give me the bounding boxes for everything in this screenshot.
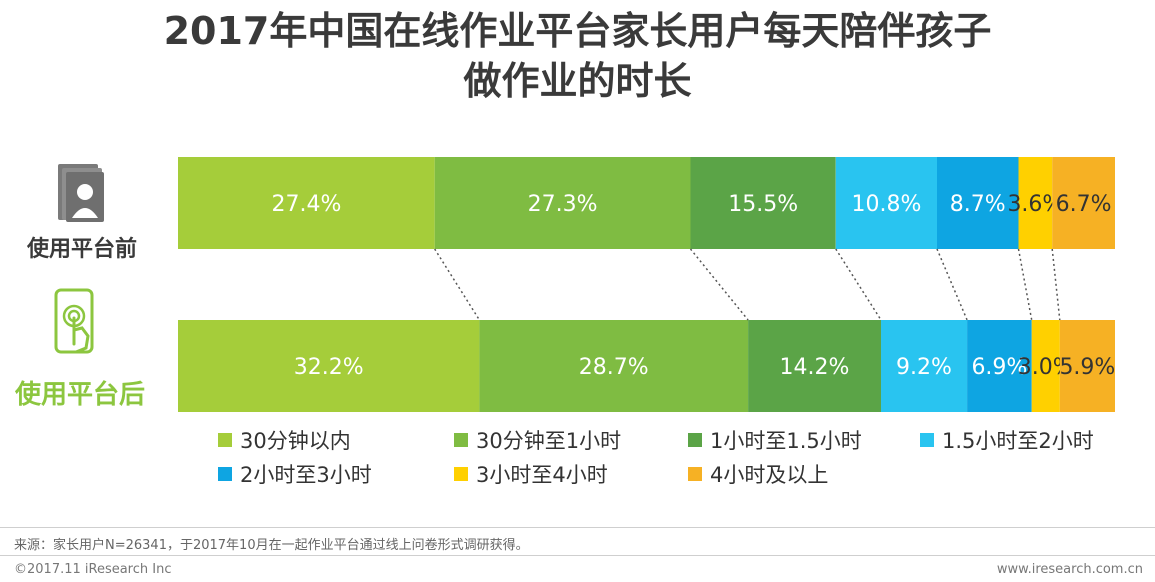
legend-item-7: 4小时及以上 [688,459,828,489]
legend-item-5: 2小时至3小时 [218,459,372,489]
bar-segment-after-4 [881,320,968,412]
row-label-before: 使用平台前 [26,237,137,262]
bar-segment-after-2 [479,320,749,412]
bar-segment-after-3 [748,320,881,412]
legend-swatch-2 [454,433,468,447]
data-label-before-3: 15.5% [728,192,798,217]
legend-item-2: 30分钟至1小时 [454,425,621,455]
copyright: ©2017.11 iResearch Inc [14,562,172,577]
legend-item-4: 1.5小时至2小时 [920,425,1094,455]
data-label-before-1: 27.4% [271,192,341,217]
bar-segment-before-4 [835,157,937,249]
bar-segment-before-5 [937,157,1019,249]
bar-segment-after-1 [178,320,480,412]
bar-segment-after-6 [1031,320,1060,412]
chart-title: 2017年中国在线作业平台家长用户每天陪伴孩子 做作业的时长 [0,6,1155,106]
bar-segment-after-5 [967,320,1032,412]
row-label-after: 使用平台后 [14,380,145,410]
data-label-before-2: 27.3% [528,192,598,217]
data-label-after-1: 32.2% [294,355,364,380]
connector-line-4 [936,248,968,321]
legend-item-6: 3小时至4小时 [454,459,608,489]
data-label-before-5: 8.7% [950,192,1006,217]
legend-label-4: 1.5小时至2小时 [942,429,1094,453]
legend-label-2: 30分钟至1小时 [476,429,622,453]
legend-swatch-5 [218,467,232,481]
phone-touch-icon [54,288,94,354]
bar-segment-before-1 [178,157,435,249]
legend-label-6: 3小时至4小时 [476,463,608,487]
title-line-1: 2017年中国在线作业平台家长用户每天陪伴孩子 [163,9,992,53]
legend-item-1: 30分钟以内 [218,425,351,455]
data-label-after-3: 14.2% [780,355,850,380]
legend-swatch-7 [688,467,702,481]
source-note: 来源：家长用户N=26341，于2017年10月在一起作业平台通过线上问卷形式调… [14,538,529,553]
connector-line-2 [689,248,749,321]
legend-swatch-1 [218,433,232,447]
bar-segment-before-7 [1052,157,1115,249]
data-label-after-5: 6.9% [971,355,1027,380]
connector-line-3 [835,248,882,321]
legend-label-1: 30分钟以内 [240,429,351,453]
bar-segment-before-3 [690,157,836,249]
bar-segment-before-6 [1018,157,1053,249]
data-label-after-4: 9.2% [896,355,952,380]
legend-label-3: 1小时至1.5小时 [710,429,862,453]
legend-label-5: 2小时至3小时 [240,463,372,487]
bar-segment-before-2 [434,157,691,249]
legend-label-7: 4小时及以上 [710,463,829,487]
legend-swatch-4 [920,433,934,447]
connector-line-5 [1017,248,1033,321]
legend-swatch-3 [688,433,702,447]
legend-swatch-6 [454,467,468,481]
footer-divider [0,527,1155,528]
footer-divider-2 [0,555,1155,556]
title-line-2: 做作业的时长 [463,59,692,103]
data-label-after-2: 28.7% [579,355,649,380]
connector-line-6 [1051,248,1061,321]
data-label-before-4: 10.8% [851,192,921,217]
books-parent-icon [58,164,104,222]
connector-line-1 [434,248,481,321]
legend-item-3: 1小时至1.5小时 [688,425,862,455]
data-label-before-7: 6.7% [1056,192,1112,217]
bar-segment-after-7 [1059,320,1115,412]
data-label-after-7: 5.9% [1059,355,1115,380]
website: www.iresearch.com.cn [996,562,1143,577]
